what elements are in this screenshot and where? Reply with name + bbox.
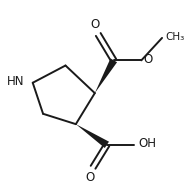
Text: HN: HN (7, 75, 24, 88)
Text: CH₃: CH₃ (165, 32, 185, 42)
Polygon shape (95, 59, 117, 93)
Text: O: O (90, 18, 99, 31)
Text: O: O (143, 53, 152, 66)
Text: OH: OH (138, 137, 156, 151)
Text: O: O (85, 171, 94, 184)
Polygon shape (76, 124, 109, 148)
